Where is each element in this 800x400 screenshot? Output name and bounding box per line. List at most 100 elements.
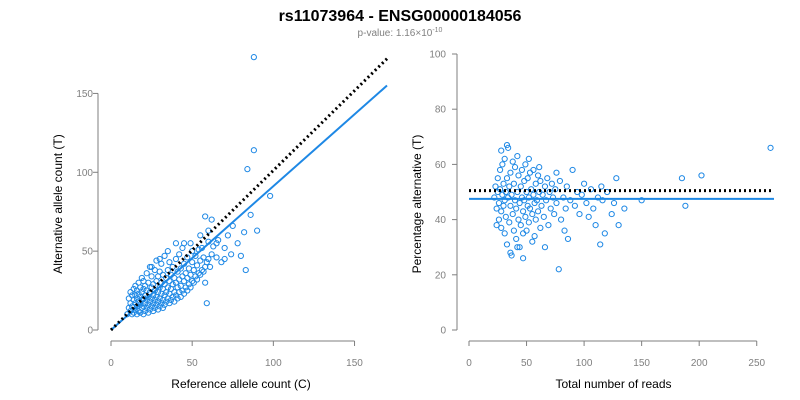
right-data-point [538,202,545,209]
right-data-point [615,222,622,229]
right-data-point [521,177,528,185]
right-data-point [578,191,585,198]
left-data-point [184,274,191,282]
left-data-point [250,147,257,154]
right-data-point [498,208,505,215]
right-data-point [508,191,515,198]
left-data-point [210,243,217,250]
right-data-point [525,219,532,226]
left-data-point [237,252,244,259]
left-data-point [171,298,178,305]
left-data-point [193,262,201,269]
right-data-point [563,183,570,190]
left-data-point [206,263,214,271]
right-data-point [495,199,503,207]
left-data-point [202,213,209,220]
right-data-point [518,166,526,174]
right-x-tick-label: 250 [748,358,765,369]
right-data-point [498,224,505,231]
left-data-point [161,252,168,259]
right-data-point [515,216,522,223]
left-data-point [184,287,191,294]
right-data-point [540,213,547,220]
right-data-point [508,252,515,259]
left-data-point [164,248,171,255]
left-data-point [166,259,173,266]
left-data-point [174,295,181,302]
right-data-point [507,249,514,256]
right-data-point [528,186,535,193]
right-data-point [513,235,520,243]
right-data-point [585,213,592,220]
left-data-point [228,251,235,258]
right-data-point [560,194,567,201]
right-x-axis-label: Total number of reads [555,377,671,391]
figure-subtitle: p-value: 1.16×10-10 [358,27,443,39]
left-data-point [267,192,274,200]
right-data-point [601,230,608,237]
right-data-point [514,153,521,160]
right-data-point [530,166,537,174]
right-data-point [515,172,522,179]
left-data-point [193,276,201,283]
right-data-point [519,208,527,215]
right-data-point [531,233,538,240]
right-data-point [571,202,578,209]
right-data-point [767,144,774,151]
left-data-point [180,278,188,285]
left-data-point [221,255,228,263]
right-data-point [516,244,523,251]
right-data-point [682,202,689,209]
left-data-point [177,293,184,300]
right-data-point [532,180,539,187]
left-data-point [156,255,163,263]
left-data-point [197,232,204,239]
left-data-point [215,237,222,244]
left-data-point [190,266,197,274]
left-data-point [197,257,204,264]
right-data-point [526,169,534,176]
left-data-point [148,273,155,280]
left-data-point [180,240,188,247]
right-data-point [537,177,544,185]
right-data-point [598,183,605,190]
right-data-point [500,180,507,187]
right-data-point [553,199,560,207]
right-y-tick-label: 60 [435,160,447,171]
left-x-tick-label: 150 [346,358,363,369]
left-data-point [205,255,212,263]
right-data-point [509,158,516,165]
left-data-point [159,304,167,312]
right-scatter-panel: 0 50 100 150 200 250 0 20 40 60 80 100 Total number … [410,50,774,391]
left-data-point [241,229,248,236]
right-data-point [510,227,517,234]
right-data-point [613,175,620,182]
right-data-point [503,141,511,149]
left-data-point [250,54,257,61]
right-data-point [545,222,552,229]
right-data-point [513,205,520,212]
right-data-point [511,164,519,171]
left-data-point [221,244,228,252]
right-data-point [522,213,529,220]
right-data-point [553,169,560,176]
right-data-point [525,155,532,162]
right-data-point [557,216,565,223]
right-data-point [493,222,500,229]
right-data-point [534,172,542,179]
right-x-tick-label: 0 [466,358,472,369]
right-data-point [496,166,504,174]
right-data-point [678,175,686,182]
right-data-point [590,205,597,212]
left-y-tick-label: 0 [87,326,93,337]
right-data-point [514,244,521,251]
left-data-point [164,266,171,274]
right-data-point [492,183,499,190]
left-data-point [208,251,215,258]
left-data-point [189,259,196,266]
right-data-point [523,227,530,234]
left-data-point [218,259,225,266]
right-data-point [519,230,527,237]
left-data-point [213,240,220,247]
right-data-point [502,213,509,220]
